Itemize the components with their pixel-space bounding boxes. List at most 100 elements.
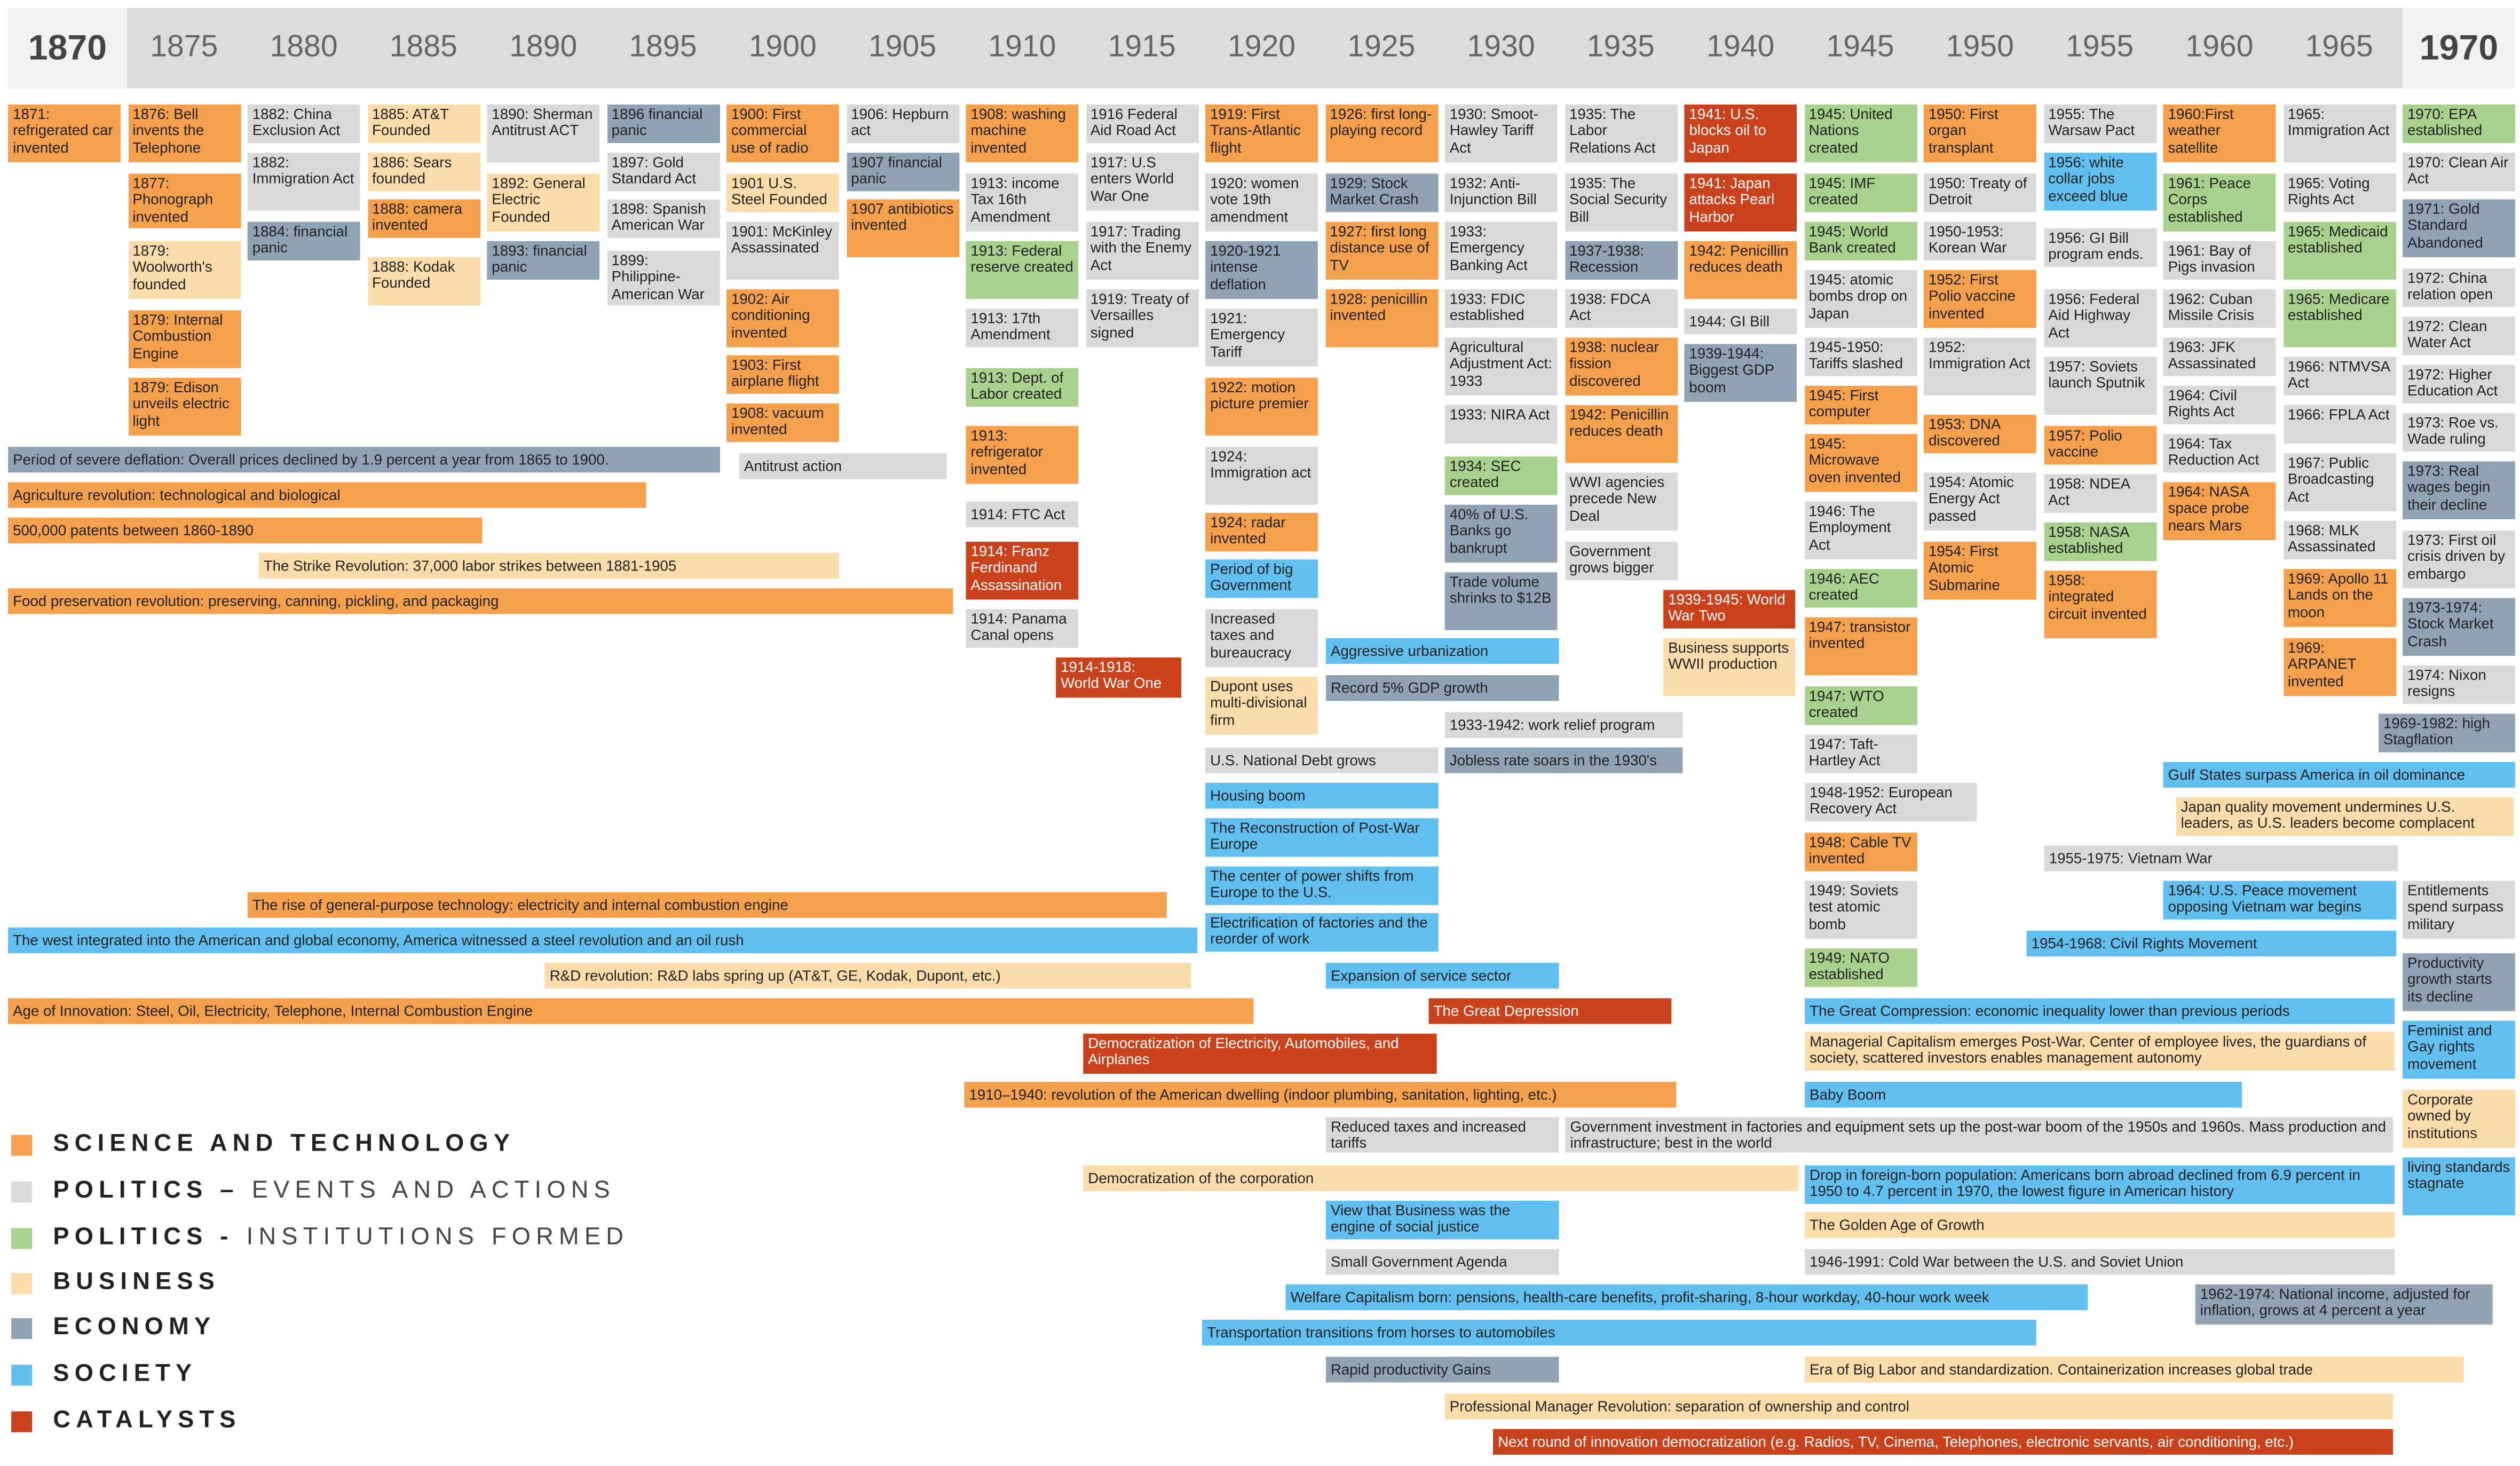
event-box: Small Government Agenda	[1325, 1249, 1559, 1275]
event-box: 1952: Immigration Act	[1923, 337, 2036, 395]
legend-swatch	[11, 1181, 33, 1203]
year-label: 1965	[2305, 30, 2373, 65]
event-box: 1955-1975: Vietnam War	[2044, 845, 2398, 871]
event-box: 1920: women vote 19th amendment	[1205, 173, 1318, 232]
event-box: 1907 antibiotics invented	[846, 199, 959, 257]
event-box: 1958: NASA established	[2043, 522, 2156, 561]
event-box: The west integrated into the American an…	[8, 927, 1198, 954]
event-box: 1921: Emergency Tariff	[1205, 308, 1318, 367]
event-box: Aggressive urbanization	[1325, 638, 1559, 664]
event-box: Baby Boom	[1805, 1082, 2242, 1108]
event-box: 1965: Medicaid established	[2282, 221, 2396, 280]
event-box: 1914: Franz Ferdinand Assassination	[966, 542, 1079, 600]
event-box: Professional Manager Revolution: separat…	[1444, 1393, 2393, 1420]
event-box: 1935: The Social Security Bill	[1565, 173, 1677, 232]
event-box: 1956: white collar jobs exceed blue	[2043, 153, 2156, 211]
event-box: 1964: Tax Reduction Act	[2163, 434, 2276, 473]
legend-name: POLITICS –	[53, 1176, 239, 1205]
event-box: 1879: Internal Combustion Engine	[128, 310, 241, 368]
event-box: 1910–1940: revolution of the American dw…	[964, 1082, 1677, 1108]
event-box: Japan quality movement undermines U.S. l…	[2176, 797, 2514, 836]
event-box: 1900: First commercial use of radio	[726, 104, 839, 163]
event-box: 1919: First Trans-Atlantic flight	[1205, 104, 1318, 163]
event-box: 1906: Hepburn act	[846, 104, 959, 144]
event-box: 1892: General Electric Founded	[487, 173, 600, 232]
event-box: 1965: Medicare established	[2282, 289, 2396, 347]
legend-name: POLITICS -	[53, 1223, 234, 1251]
event-box: Antitrust action	[739, 453, 947, 479]
event-box: 1954: First Atomic Submarine	[1923, 542, 2036, 600]
year-label: 1880	[270, 30, 338, 65]
event-box: 1920-1921 intense deflation	[1205, 241, 1318, 299]
legend-swatch	[11, 1228, 33, 1249]
event-box: Entitlements spend surpass military	[2403, 881, 2515, 939]
event-box: 1946: AEC created	[1804, 569, 1917, 608]
event-box: The Great Depression	[1428, 998, 1672, 1024]
event-box: 1962: Cuban Missile Crisis	[2163, 289, 2276, 328]
event-box: 1901 U.S. Steel Founded	[726, 173, 839, 212]
event-box: Corporate owned by institutions	[2403, 1090, 2515, 1148]
event-box: 1917: Trading with the Enemy Act	[1085, 221, 1198, 280]
event-box: 1953: DNA discovered	[1923, 415, 2036, 454]
event-box: 1942: Penicillin reduces death	[1684, 241, 1797, 299]
event-box: 1933: Emergency Banking Act	[1444, 221, 1558, 280]
event-box: 1919: Treaty of Versailles signed	[1085, 289, 1198, 347]
event-box: Dupont uses multi-divisional firm	[1205, 677, 1318, 735]
event-box: Food preservation revolution: preserving…	[8, 588, 953, 614]
year-label: 1915	[1108, 30, 1176, 65]
event-box: 1908: washing machine invented	[966, 104, 1079, 163]
event-box: 1945: IMF created	[1804, 173, 1917, 212]
legend-detail: INSTITUTIONS FORMED	[246, 1223, 629, 1251]
event-box: Productivity growth starts its decline	[2403, 953, 2515, 1011]
event-box: 1893: financial panic	[487, 241, 600, 280]
event-box: 40% of U.S. Banks go bankrupt	[1444, 504, 1558, 563]
event-box: 1914-1918: World War One	[1056, 657, 1181, 698]
event-box: 1965: Voting Rights Act	[2282, 173, 2396, 212]
event-box: 1973: First oil crisis driven by embargo	[2403, 530, 2515, 589]
event-box: 1902: Air conditioning invented	[726, 289, 839, 347]
event-box: 1954: Atomic Energy Act passed	[1923, 472, 2036, 530]
legend-name: SCIENCE AND TECHNOLOGY	[53, 1130, 516, 1158]
legend-label: BUSINESS	[53, 1269, 220, 1296]
event-box: 1908: vacuum invented	[726, 403, 839, 442]
event-box: 1945: Microwave oven invented	[1804, 434, 1917, 492]
event-box: 1871: refrigerated car invented	[8, 104, 121, 163]
event-box: 1950-1953: Korean War	[1923, 221, 2036, 260]
event-box: The Reconstruction of Post-War Europe	[1205, 818, 1439, 857]
legend-name: ECONOMY	[53, 1313, 216, 1341]
event-box: 1972: Clean Water Act	[2403, 316, 2515, 355]
legend-swatch	[11, 1135, 33, 1156]
event-box: The Golden Age of Growth	[1805, 1212, 2395, 1238]
event-box: 1914: FTC Act	[966, 501, 1079, 527]
event-box: Period of severe deflation: Overall pric…	[8, 447, 720, 473]
event-box: 1945: First computer	[1804, 385, 1917, 425]
event-box: 1949: NATO established	[1804, 948, 1917, 987]
event-box: 1917: U.S enters World War One	[1085, 153, 1198, 211]
event-box: Agricultural Adjustment Act: 1933	[1444, 337, 1558, 395]
event-box: 1947: WTO created	[1804, 686, 1917, 725]
event-box: 1958: integrated circuit invented	[2043, 570, 2156, 638]
event-box: Trade volume shrinks to $12B	[1444, 572, 1558, 630]
event-box: 1888: camera invented	[367, 199, 480, 238]
event-box: 1945: United Nations created	[1804, 104, 1917, 163]
event-box: Electrification of factories and the reo…	[1205, 913, 1439, 952]
event-box: 1969: ARPANET invented	[2282, 638, 2396, 696]
event-box: 1913: refrigerator invented	[966, 426, 1079, 484]
year-label: 1960	[2185, 30, 2254, 65]
event-box: 500,000 patents between 1860-1890	[8, 517, 483, 544]
event-box: 1972: Higher Education Act	[2403, 364, 2515, 404]
event-box: 1950: Treaty of Detroit	[1923, 173, 2036, 212]
event-box: Managerial Capitalism emerges Post-War. …	[1805, 1032, 2395, 1071]
event-box: The Strike Revolution: 37,000 labor stri…	[258, 553, 839, 579]
event-box: Business supports WWII production	[1663, 638, 1796, 696]
year-label: 1890	[509, 30, 578, 65]
event-box: 1969: Apollo 11 Lands on the moon	[2282, 569, 2396, 627]
event-box: 1964: U.S. Peace movement opposing Vietn…	[2163, 881, 2397, 920]
event-box: 1966: FPLA Act	[2282, 405, 2396, 444]
event-box: The Great Compression: economic inequali…	[1805, 998, 2395, 1024]
event-box: Record 5% GDP growth	[1325, 675, 1559, 701]
event-box: 1913: Federal reserve created	[966, 241, 1079, 299]
legend-swatch	[11, 1273, 33, 1294]
event-box: 1956: GI Bill program ends.	[2043, 228, 2156, 267]
